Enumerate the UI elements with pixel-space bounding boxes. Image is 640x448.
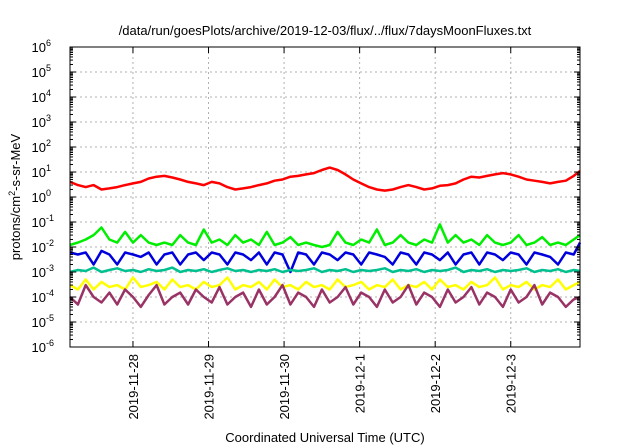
- series-group: [69, 166, 582, 309]
- y-tick-exponent: -2: [46, 238, 54, 248]
- y-tick-label: 10: [32, 140, 46, 155]
- series-line-1: [69, 166, 581, 192]
- series-line-3: [69, 242, 582, 274]
- series-line-6: [69, 283, 581, 309]
- y-tick-exponent: -1: [46, 213, 54, 223]
- y-tick-exponent: -6: [46, 338, 54, 348]
- y-tick-exponent: 6: [46, 38, 51, 48]
- chart-title: /data/run/goesPlots/archive/2019-12-03/f…: [119, 23, 532, 38]
- y-tick-exponent: 1: [46, 163, 51, 173]
- y-axis-ticks: 10 -610 -510 -410 -310 -210 -110 010 110 210 310 41…: [32, 38, 580, 355]
- y-tick-exponent: 3: [46, 113, 51, 123]
- y-tick-exponent: 4: [46, 88, 51, 98]
- x-tick-label: 2019-12-1: [353, 354, 368, 413]
- x-tick-label: 2019-12-2: [428, 354, 443, 413]
- y-tick-label: 10: [32, 40, 46, 55]
- y-tick-label: 10: [32, 165, 46, 180]
- x-tick-label: 2019-11-28: [126, 354, 141, 420]
- x-tick-label: 2019-12-3: [504, 354, 519, 413]
- y-tick-exponent: -4: [46, 288, 54, 298]
- y-tick-label: 10: [32, 240, 46, 255]
- y-tick-label: 10: [32, 265, 46, 280]
- y-tick-label: 10: [32, 315, 46, 330]
- x-axis-ticks: 2019-11-28 2019-11-29 2019-11-30 2019-12-1 2…: [126, 47, 519, 420]
- y-tick-exponent: 5: [46, 63, 51, 73]
- y-axis-title-prefix: protons/cm: [8, 196, 23, 260]
- y-tick-exponent: 2: [46, 138, 51, 148]
- y-axis-title-sup: 2: [7, 191, 17, 196]
- y-tick-label: 10: [32, 340, 46, 355]
- series-line-4: [69, 266, 581, 274]
- y-tick-label: 10: [32, 215, 46, 230]
- x-tick-label: 2019-11-29: [202, 354, 217, 420]
- y-tick-exponent: -3: [46, 263, 54, 273]
- y-axis-title: protons/cm2-s-sr-MeV: [7, 133, 23, 260]
- y-tick-label: 10: [32, 65, 46, 80]
- y-tick-label: 10: [32, 90, 46, 105]
- y-tick-label: 10: [32, 115, 46, 130]
- y-tick-label: 10: [32, 190, 46, 205]
- x-axis-title: Coordinated Universal Time (UTC): [225, 430, 424, 445]
- y-axis-title-suffix: -s-sr-MeV: [8, 133, 23, 190]
- y-tick-label: 10: [32, 290, 46, 305]
- y-tick-exponent: 0: [46, 188, 51, 198]
- x-tick-label: 2019-11-30: [277, 354, 292, 420]
- series-line-2: [69, 223, 581, 249]
- y-tick-exponent: -5: [46, 313, 54, 323]
- series-line-5: [69, 276, 581, 291]
- grid-lines: [70, 47, 580, 347]
